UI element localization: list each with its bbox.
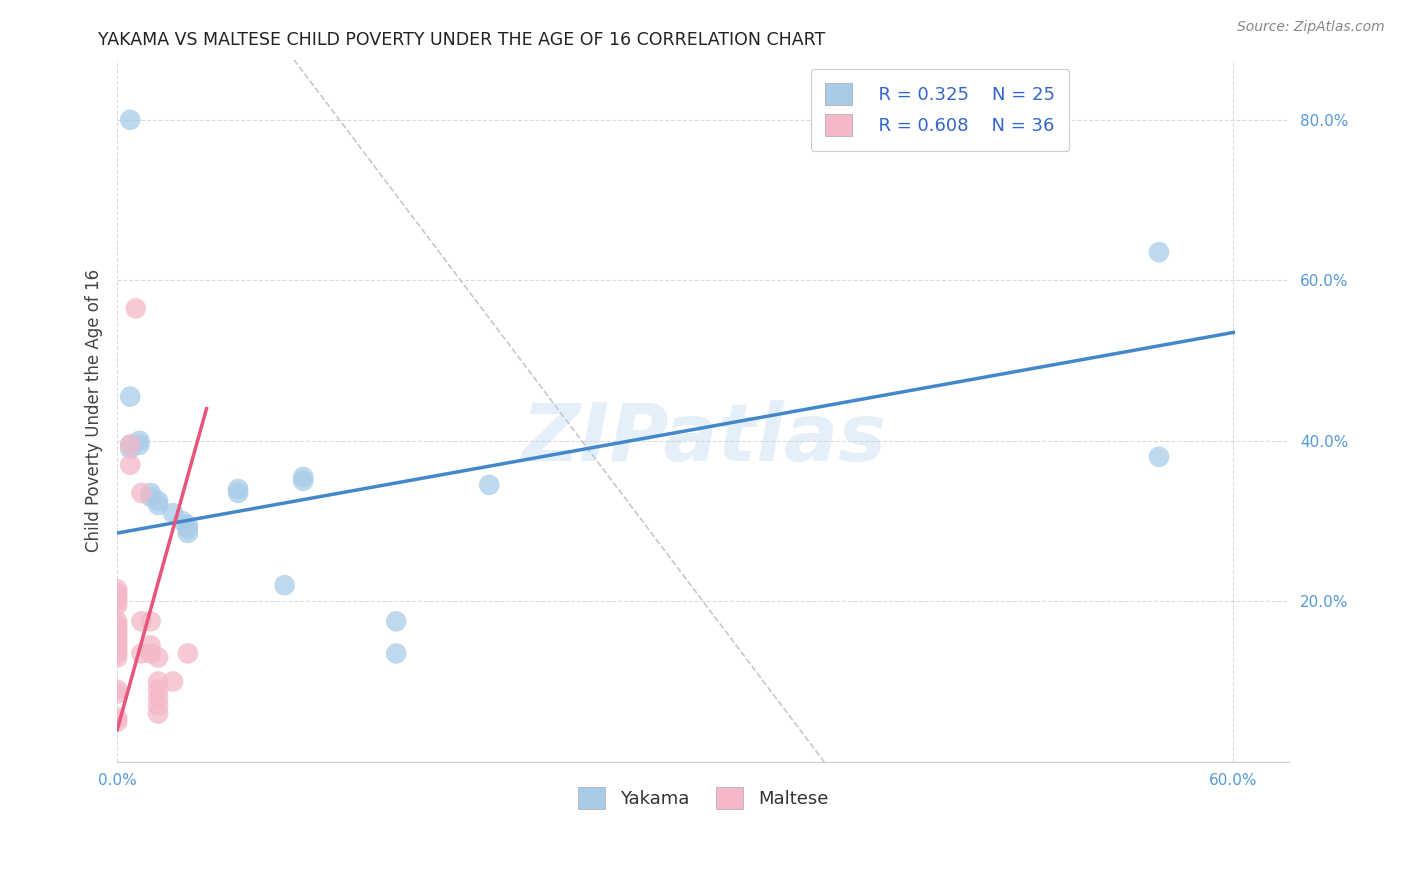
Point [1147, 245, 1170, 260]
Point [131, 486, 153, 500]
Point [105, 631, 128, 645]
Point [177, 518, 200, 533]
Point [105, 582, 128, 597]
Point [120, 438, 142, 452]
Point [146, 674, 169, 689]
Point [120, 112, 142, 127]
Point [162, 506, 184, 520]
Point [125, 301, 148, 316]
Point [128, 438, 150, 452]
Point [146, 682, 169, 697]
Point [177, 526, 200, 541]
Point [226, 486, 249, 500]
Point [172, 514, 194, 528]
Point [105, 594, 128, 608]
Point [139, 490, 162, 504]
Legend: Yakama, Maltese: Yakama, Maltese [571, 780, 835, 816]
Point [120, 458, 142, 472]
Text: YAKAMA VS MALTESE CHILD POVERTY UNDER THE AGE OF 16 CORRELATION CHART: YAKAMA VS MALTESE CHILD POVERTY UNDER TH… [98, 31, 825, 49]
Point [146, 650, 169, 665]
Point [105, 615, 128, 629]
Point [478, 478, 501, 492]
Point [146, 690, 169, 705]
Point [177, 647, 200, 661]
Point [139, 615, 162, 629]
Point [105, 639, 128, 653]
Point [105, 711, 128, 725]
Point [105, 586, 128, 600]
Point [128, 434, 150, 448]
Point [139, 486, 162, 500]
Point [146, 498, 169, 512]
Point [292, 470, 315, 484]
Text: Source: ZipAtlas.com: Source: ZipAtlas.com [1237, 20, 1385, 34]
Point [105, 687, 128, 701]
Point [105, 682, 128, 697]
Point [226, 482, 249, 496]
Point [105, 599, 128, 613]
Point [385, 615, 408, 629]
Point [105, 642, 128, 657]
Point [177, 522, 200, 536]
Point [120, 390, 142, 404]
Point [120, 438, 142, 452]
Point [105, 623, 128, 637]
Point [139, 647, 162, 661]
Y-axis label: Child Poverty Under the Age of 16: Child Poverty Under the Age of 16 [86, 269, 103, 552]
Point [385, 647, 408, 661]
Point [105, 634, 128, 648]
Point [162, 674, 184, 689]
Point [1147, 450, 1170, 464]
Point [146, 706, 169, 721]
Point [139, 639, 162, 653]
Point [105, 618, 128, 632]
Point [105, 626, 128, 640]
Point [105, 650, 128, 665]
Point [273, 578, 295, 592]
Point [105, 591, 128, 605]
Point [131, 615, 153, 629]
Point [146, 494, 169, 508]
Point [292, 474, 315, 488]
Point [105, 647, 128, 661]
Text: ZIPatlas: ZIPatlas [520, 400, 886, 478]
Point [146, 698, 169, 713]
Point [131, 647, 153, 661]
Point [120, 442, 142, 456]
Point [105, 714, 128, 729]
